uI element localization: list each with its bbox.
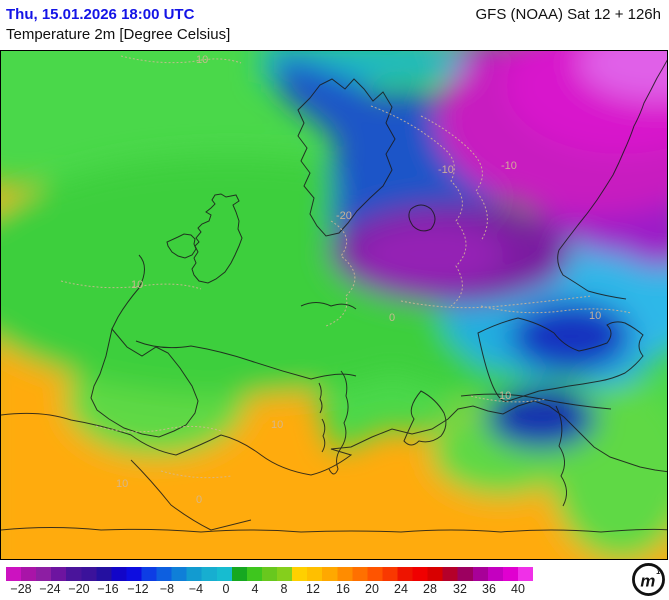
- svg-text:-20: -20: [336, 210, 352, 222]
- svg-text:10: 10: [196, 54, 208, 66]
- svg-text:10: 10: [116, 478, 128, 490]
- svg-text:m: m: [640, 572, 655, 591]
- svg-text:10: 10: [131, 279, 143, 291]
- svg-text:10: 10: [271, 419, 283, 431]
- svg-text:0: 0: [196, 494, 202, 506]
- svg-text:10: 10: [589, 310, 601, 322]
- svg-text:-10: -10: [438, 164, 454, 176]
- svg-text:-10: -10: [501, 160, 517, 172]
- svg-text:10: 10: [499, 390, 511, 402]
- svg-text:1: 1: [656, 569, 660, 576]
- svg-text:0: 0: [389, 312, 395, 324]
